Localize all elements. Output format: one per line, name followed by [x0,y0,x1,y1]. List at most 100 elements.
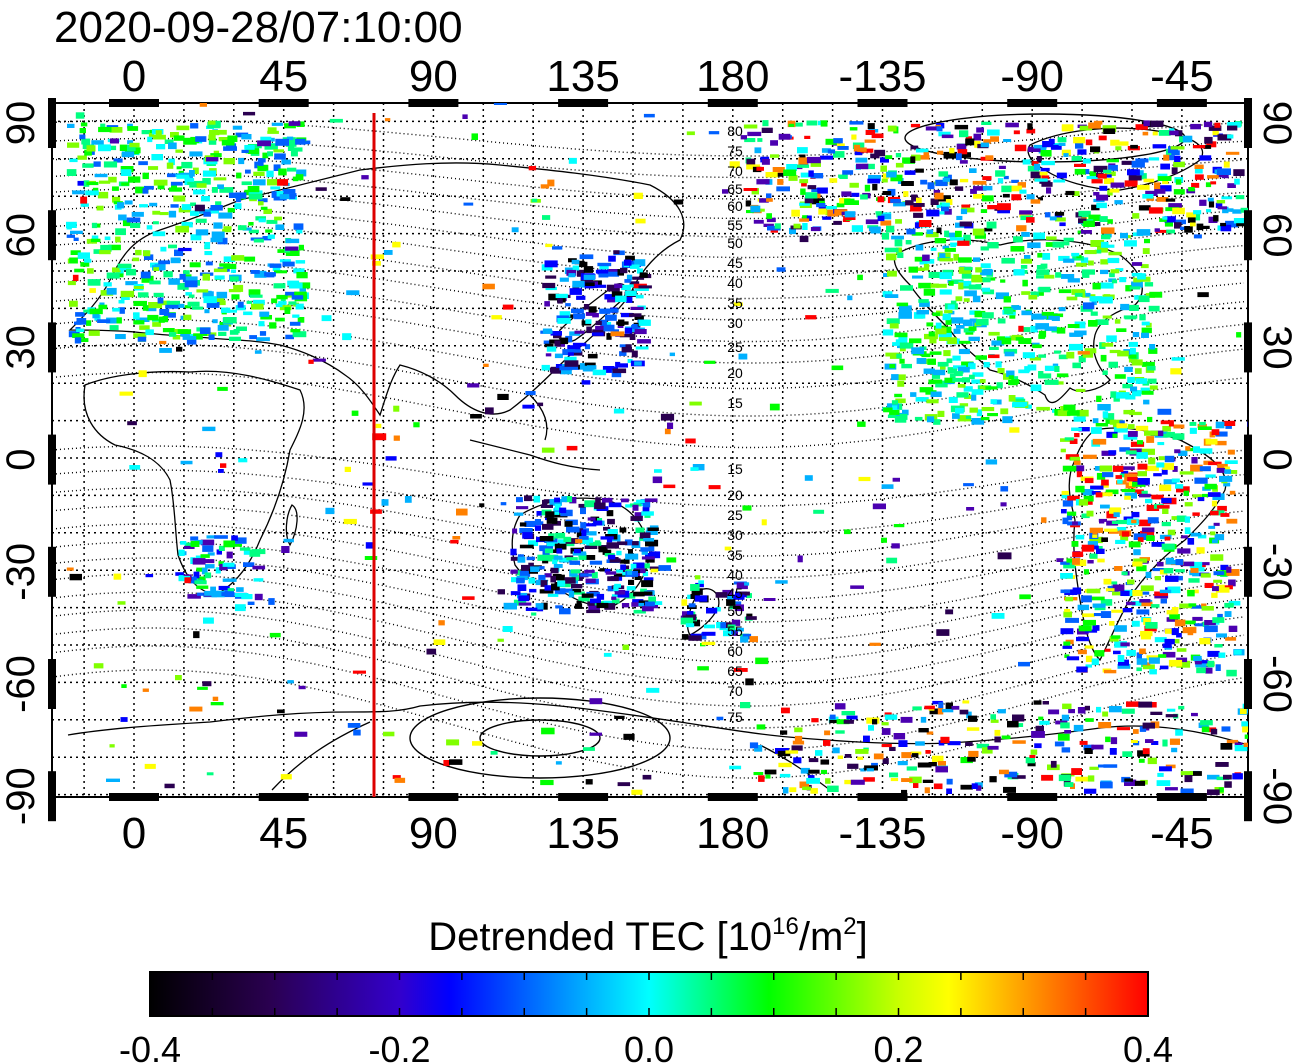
tec-point [539,589,554,594]
tec-point [732,629,738,636]
tec-point [1021,310,1032,316]
tec-point [146,225,153,230]
tec-point [172,335,181,340]
tec-point [1031,731,1045,738]
right-border-tick [1244,98,1252,148]
tec-point [583,274,596,280]
tec-point [950,300,957,305]
tec-point [285,249,300,256]
tec-point [1117,655,1125,662]
tec-point [555,293,568,299]
tec-point [525,391,536,396]
tec-point [277,179,289,186]
tec-point [1123,349,1136,356]
tec-point [1192,616,1203,621]
tec-point [1234,745,1248,752]
tec-point [493,103,507,105]
tec-point [1160,163,1170,170]
tec-point [823,740,831,746]
tec-point [1190,222,1196,227]
tec-point [644,601,655,607]
tec-point [896,374,906,381]
longitude-tick-label: 45 [259,52,308,101]
tec-point [1080,230,1092,234]
colorbar-ticks: -0.4 -0.2 0.0 0.2 0.4 [119,972,1173,1064]
tec-point [227,309,237,313]
tec-point [1033,232,1045,240]
tec-point [1127,579,1135,585]
tec-point [325,507,335,515]
tec-point [673,199,684,205]
tec-point [1075,776,1090,782]
tec-point [808,769,820,774]
tec-point [820,120,828,127]
magnetic-latitude-label: 60 [727,198,743,214]
tec-point [558,557,569,562]
tec-point [217,386,228,391]
magnetic-latitude-label: 45 [727,585,743,601]
tec-point [145,574,154,578]
tec-point [967,756,976,762]
tec-point [611,370,622,378]
tec-point [211,590,225,598]
tec-point [1044,379,1059,385]
tec-point [1003,786,1016,793]
tec-point [925,231,939,238]
tec-point [1193,655,1202,661]
tec-point [75,312,85,317]
tec-point [753,772,764,776]
tec-point [149,280,161,285]
tec-point [1133,558,1148,563]
tec-point [634,512,643,518]
tec-point [962,700,970,704]
tec-point [761,158,770,165]
tec-point [708,131,720,135]
tec-point [1082,619,1096,626]
tec-point [943,350,951,357]
tec-point [1162,216,1168,220]
tec-point [777,750,791,757]
tec-point [183,270,190,275]
tec-point [758,775,765,782]
tec-point [615,363,628,368]
latitude-tick-label: 60 [0,213,43,258]
tec-point [384,118,391,122]
tec-point [929,351,942,355]
tec-point [153,179,168,186]
tec-point [614,589,626,595]
tec-point [1216,467,1226,473]
tec-point [122,219,131,227]
tec-point [540,580,548,587]
tec-point [1164,536,1171,541]
tec-point [156,144,166,150]
tec-point [254,593,263,601]
tec-point [1019,594,1031,600]
tec-point [220,463,227,468]
tec-point [571,308,584,313]
tec-point [1201,606,1214,611]
tec-point [1071,768,1082,775]
tec-point [201,196,210,202]
tec-point [1085,655,1093,663]
tec-point [98,144,111,152]
tec-point [217,184,224,189]
tec-point [959,178,969,183]
tec-point [1131,359,1143,366]
tec-point [1029,754,1036,758]
tec-point [1159,484,1172,492]
tec-point [181,221,193,228]
tec-point [180,460,193,465]
tec-point [614,583,621,588]
tec-point [184,178,195,186]
tec-point [139,204,148,208]
tec-point [546,346,557,352]
tec-point [1034,291,1044,296]
tec-point [248,222,254,226]
tec-point [1061,714,1070,721]
tec-point [1165,787,1178,791]
tec-point [254,270,267,278]
tec-point [1169,738,1180,745]
tec-point [976,785,982,791]
tec-point [918,282,931,289]
tec-point [1226,569,1240,576]
